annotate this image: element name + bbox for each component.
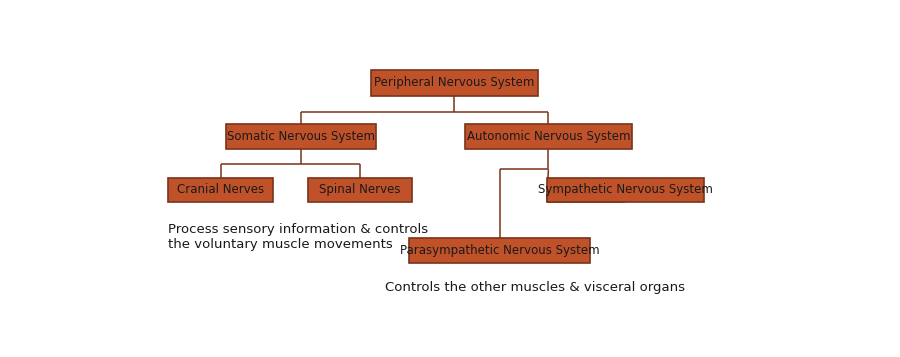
Text: Somatic Nervous System: Somatic Nervous System (227, 130, 374, 143)
FancyBboxPatch shape (371, 70, 538, 96)
FancyBboxPatch shape (464, 124, 632, 149)
Text: Process sensory information & controls
the voluntary muscle movements: Process sensory information & controls t… (168, 223, 428, 251)
Text: Sympathetic Nervous System: Sympathetic Nervous System (537, 183, 713, 196)
FancyBboxPatch shape (546, 177, 704, 202)
FancyBboxPatch shape (409, 238, 590, 263)
Text: Spinal Nerves: Spinal Nerves (320, 183, 400, 196)
FancyBboxPatch shape (168, 177, 273, 202)
Text: Cranial Nerves: Cranial Nerves (177, 183, 265, 196)
Text: Peripheral Nervous System: Peripheral Nervous System (374, 76, 535, 89)
FancyBboxPatch shape (226, 124, 376, 149)
Text: Autonomic Nervous System: Autonomic Nervous System (467, 130, 630, 143)
Text: Parasympathetic Nervous System: Parasympathetic Nervous System (400, 244, 599, 257)
Text: Controls the other muscles & visceral organs: Controls the other muscles & visceral or… (384, 281, 685, 294)
FancyBboxPatch shape (308, 177, 412, 202)
